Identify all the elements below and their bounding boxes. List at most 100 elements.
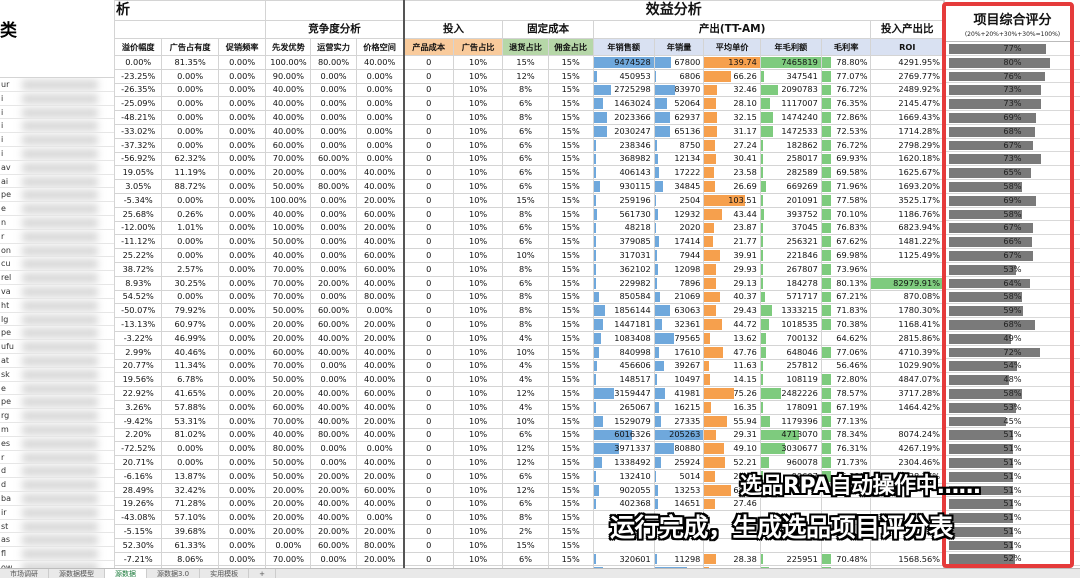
table-cell[interactable]: 15% [502,55,549,70]
table-cell[interactable]: 0.00% [217,413,267,429]
table-cell[interactable]: 571717 [759,289,822,305]
table-cell[interactable]: 17610 [653,344,705,360]
table-cell[interactable]: 15% [547,372,594,388]
table-cell[interactable]: 0 [402,234,454,250]
table-cell[interactable]: 10497 [653,372,705,388]
table-cell[interactable]: 0.00% [217,524,267,539]
table-cell[interactable]: 12% [502,386,549,401]
table-cell[interactable]: 0 [402,399,454,415]
table-cell[interactable]: 257812 [759,358,822,374]
table-cell[interactable]: 1474240 [759,110,822,125]
table-cell[interactable]: 221846 [759,248,822,263]
sheet-tab[interactable]: 源数据 [105,569,147,578]
table-cell[interactable]: 15% [547,96,594,112]
table-cell[interactable]: 0.00% [161,137,219,153]
table-cell[interactable]: 15% [547,179,594,194]
table-cell[interactable]: 1333215 [759,303,822,319]
table-cell[interactable]: 0.00% [310,96,357,112]
category-cell[interactable]: n [0,216,114,230]
table-cell[interactable]: 80.13% [820,275,872,291]
table-cell[interactable]: 15% [547,427,594,443]
table-cell[interactable]: -5.15% [113,524,163,539]
table-row[interactable]: -26.35% 0.00% 0.00% 40.00% 0.00% 0.00% 0 10% 8% 1… [113,82,944,98]
table-cell[interactable]: 450953 [592,68,655,84]
table-cell[interactable]: 10% [502,413,549,429]
table-cell[interactable]: 2482226 [759,386,822,401]
table-cell[interactable]: 0 [402,123,454,139]
table-cell[interactable]: 70.00% [265,289,312,305]
table-cell[interactable]: 40.00% [265,427,312,443]
table-row[interactable]: 3.26% 57.88% 0.00% 60.00% 40.00% 40.00% 0 10% 4%… [113,399,944,415]
table-cell[interactable]: 19.05% [113,165,163,181]
table-cell[interactable]: 0.00% [217,179,267,194]
table-cell[interactable]: 0.00% [217,220,267,236]
table-cell[interactable]: 60.00% [265,344,312,360]
table-row[interactable]: -33.02% 0.00% 0.00% 40.00% 0.00% 0.00% 0 10% 6% 1… [113,123,944,139]
table-cell[interactable]: 11.63 [703,358,761,374]
table-cell[interactable]: 3971337 [592,441,655,457]
table-cell[interactable]: 0 [402,220,454,236]
table-cell[interactable]: 50.00% [265,234,312,250]
column-header[interactable]: 价格空间 [355,38,405,56]
table-cell[interactable]: 20.71% [113,455,163,470]
column-header[interactable]: 先发优势 [265,38,312,56]
table-cell[interactable]: 0 [402,482,454,498]
table-cell[interactable]: 60.00% [310,151,357,167]
table-cell[interactable]: 6% [502,551,549,567]
column-header[interactable]: 退货占比 [502,38,549,56]
table-cell[interactable]: 20.00% [355,317,405,332]
table-cell[interactable]: 15% [547,165,594,181]
table-cell[interactable]: 0 [402,510,454,526]
table-cell[interactable]: 1856144 [592,303,655,319]
table-cell[interactable]: 0 [402,261,454,277]
table-cell[interactable]: 0.00% [310,261,357,277]
table-cell[interactable]: 62.32% [161,151,219,167]
table-cell[interactable]: 15% [502,537,549,553]
table-cell[interactable]: 2023366 [592,110,655,125]
category-cell[interactable]: st [0,520,114,534]
table-cell[interactable]: 49.10 [703,441,761,457]
table-cell[interactable]: 31.17 [703,123,761,139]
table-cell[interactable]: 258017 [759,151,822,167]
table-cell[interactable]: 0.00% [217,455,267,470]
table-cell[interactable]: 60.00% [355,248,405,263]
table-cell[interactable]: 15% [547,455,594,470]
table-row[interactable]: -12.00% 1.01% 0.00% 10.00% 0.00% 20.00% 0 10% 6%… [113,220,944,236]
table-cell[interactable]: 50.00% [265,455,312,470]
table-cell[interactable]: 0.00% [310,455,357,470]
table-row[interactable]: -48.21% 0.00% 0.00% 40.00% 0.00% 0.00% 0 10% 8% 1… [113,110,944,125]
table-cell[interactable]: 40.00% [310,496,357,512]
table-cell[interactable]: 77.07% [820,68,872,84]
table-cell[interactable]: 1168.41% [870,317,944,332]
category-cell[interactable]: pe [0,395,114,410]
table-cell[interactable]: 15% [547,123,594,139]
table-cell[interactable]: -12.00% [113,220,163,236]
table-cell[interactable]: 40.00% [265,206,312,222]
table-cell[interactable]: 282589 [759,165,822,181]
table-cell[interactable]: 20.00% [310,482,357,498]
category-cell[interactable]: ai [0,175,114,189]
table-cell[interactable]: 15% [547,344,594,360]
table-cell[interactable]: 0.00% [355,110,405,125]
table-cell[interactable]: 20.00% [310,468,357,484]
table-cell[interactable]: 15% [502,192,549,208]
category-cell[interactable]: av [0,161,114,175]
table-row[interactable]: 38.72% 2.57% 0.00% 70.00% 0.00% 60.00% 0 10% 8% 1… [113,261,944,277]
column-header[interactable]: 运营实力 [310,38,357,56]
table-cell[interactable]: 6% [502,275,549,291]
table-cell[interactable]: 71.28% [161,496,219,512]
table-cell[interactable]: 4% [502,399,549,415]
table-cell[interactable]: 81.35% [161,55,219,70]
category-cell[interactable]: d [0,464,114,479]
table-cell[interactable]: 77.06% [820,344,872,360]
table-cell[interactable]: 10% [452,220,504,236]
table-cell[interactable]: 1447181 [592,317,655,332]
table-cell[interactable]: 0.00% [310,248,357,263]
table-cell[interactable]: 10% [502,344,549,360]
table-cell[interactable]: 347541 [759,68,822,84]
table-cell[interactable]: 0 [402,551,454,567]
table-cell[interactable]: 0.00% [161,192,219,208]
table-cell[interactable]: 6% [502,427,549,443]
table-cell[interactable]: 50.00% [265,372,312,388]
table-cell[interactable]: 44.72 [703,317,761,332]
